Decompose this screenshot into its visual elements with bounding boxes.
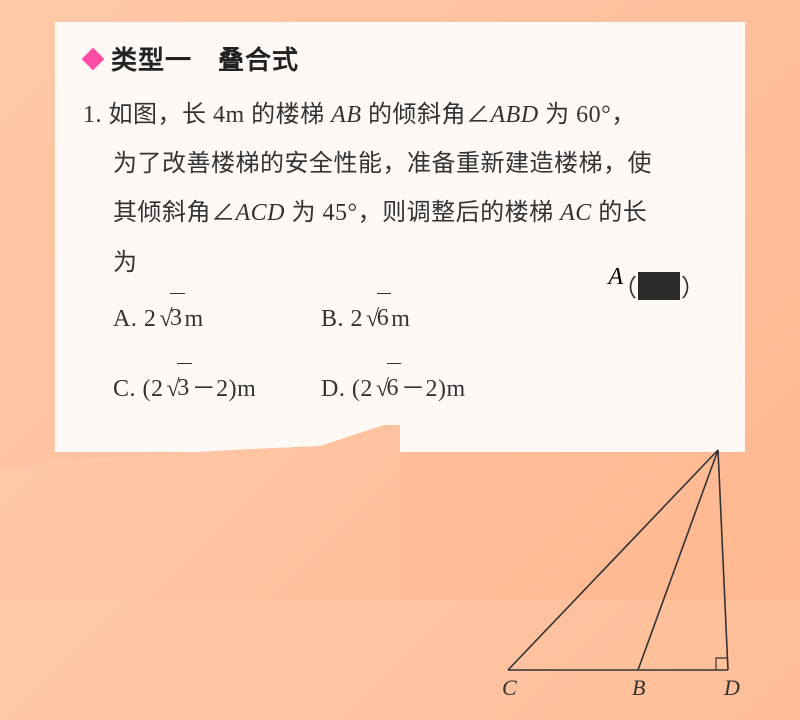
t3a: 其倾斜角∠ xyxy=(113,200,236,226)
optA-unit: m xyxy=(185,306,204,332)
options-row-2: C. (2√3－2)m D. (2√6－2)m xyxy=(113,364,717,414)
options-block: A. 2√3m B. 2√6m C. (2√3－2)m D. (2√6－2)m xyxy=(83,294,717,414)
heading-text: 类型一叠合式 xyxy=(111,40,299,77)
t1b: 的倾斜角∠ xyxy=(362,102,491,128)
optD-rad: 6 xyxy=(387,363,402,413)
svg-text:C: C xyxy=(502,675,517,700)
diamond-icon xyxy=(82,47,105,70)
var-AB: AB xyxy=(331,102,361,128)
answer-paren: （） xyxy=(613,268,705,303)
option-B: B. 2√6m xyxy=(321,294,541,344)
line3: 其倾斜角∠ACD 为 45°，则调整后的楼梯 AC 的长 xyxy=(83,189,717,238)
t1c: 为 60°， xyxy=(539,102,636,128)
option-C: C. (2√3－2)m xyxy=(113,364,321,414)
optB-coeff: 2 xyxy=(351,306,364,332)
optC-post: －2)m xyxy=(192,376,257,402)
optA-coeff: 2 xyxy=(144,306,157,332)
optC-label: C. xyxy=(113,376,136,402)
optD-pre: (2 xyxy=(352,376,373,402)
problem-number: 1. xyxy=(83,102,102,128)
triangle-diagram: CBD xyxy=(478,440,778,720)
svg-text:D: D xyxy=(723,675,740,700)
option-A: A. 2√3m xyxy=(113,294,321,344)
answer-box xyxy=(638,272,680,300)
var-ABD: ABD xyxy=(491,102,539,128)
problem-text: 1. 如图，长 4m 的楼梯 AB 的倾斜角∠ABD 为 60°， 为了改善楼梯… xyxy=(83,91,717,414)
var-ACD: ACD xyxy=(236,200,286,226)
t1a: 如图，长 4m 的楼梯 xyxy=(109,102,332,128)
t3b: 为 45°，则调整后的楼梯 xyxy=(285,200,560,226)
heading-prefix: 类型一 xyxy=(111,46,192,75)
option-D: D. (2√6－2)m xyxy=(321,364,541,414)
optA-rad: 3 xyxy=(170,293,185,343)
optD-label: D. xyxy=(321,376,345,402)
question-card: 类型一叠合式 1. 如图，长 4m 的楼梯 AB 的倾斜角∠ABD 为 60°，… xyxy=(55,22,745,452)
optB-label: B. xyxy=(321,306,344,332)
var-AC: AC xyxy=(560,200,592,226)
line2: 为了改善楼梯的安全性能，准备重新建造楼梯，使 xyxy=(83,140,717,189)
svg-text:B: B xyxy=(632,675,645,700)
optC-pre: (2 xyxy=(143,376,164,402)
optC-rad: 3 xyxy=(177,363,192,413)
heading-suffix: 叠合式 xyxy=(218,46,299,75)
optD-post: －2)m xyxy=(401,376,466,402)
optA-label: A. xyxy=(113,306,137,332)
optB-unit: m xyxy=(391,306,410,332)
t3c: 的长 xyxy=(592,200,648,226)
optB-rad: 6 xyxy=(377,293,392,343)
section-heading: 类型一叠合式 xyxy=(83,40,717,77)
